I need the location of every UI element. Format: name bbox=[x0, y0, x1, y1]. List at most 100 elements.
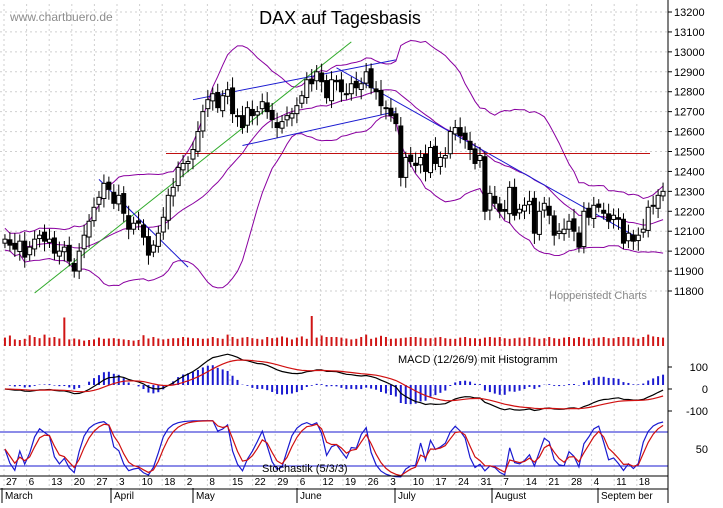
x-day-label: 21 bbox=[548, 477, 560, 488]
candle-body bbox=[373, 88, 379, 93]
candle-body bbox=[235, 115, 241, 118]
candle-body bbox=[284, 115, 290, 121]
y-tick-label: 11800 bbox=[674, 286, 704, 298]
candle-body bbox=[338, 79, 344, 93]
candle-body bbox=[86, 220, 92, 238]
x-day-label: 27 bbox=[96, 477, 108, 488]
x-day-label: 18 bbox=[639, 477, 651, 488]
x-month-label: August bbox=[495, 491, 526, 502]
y-tick-label: 13000 bbox=[674, 47, 705, 59]
candle-body bbox=[333, 79, 339, 83]
candle-body bbox=[165, 194, 171, 221]
candle-body bbox=[12, 242, 18, 250]
candle-body bbox=[348, 83, 354, 95]
candle-body bbox=[517, 208, 523, 214]
candle-body bbox=[640, 228, 646, 233]
candle-body bbox=[388, 107, 394, 117]
stoch-d-line bbox=[4, 420, 664, 477]
candle-body bbox=[442, 154, 448, 159]
candle-body bbox=[2, 238, 8, 244]
candle-body bbox=[502, 208, 508, 212]
candle-body bbox=[244, 107, 250, 126]
x-month-label: June bbox=[300, 491, 322, 502]
candle-body bbox=[175, 166, 181, 187]
candle-body bbox=[368, 68, 374, 89]
candle-body bbox=[32, 238, 38, 250]
axes: 1180011900120001210012200123001240012500… bbox=[0, 0, 708, 503]
x-day-label: 3 bbox=[119, 477, 125, 488]
y-tick-label: 12000 bbox=[674, 246, 705, 258]
x-day-label: 14 bbox=[526, 477, 538, 488]
y-tick-label: 12700 bbox=[674, 107, 705, 119]
candle-body bbox=[343, 93, 349, 96]
candle-body bbox=[625, 232, 631, 242]
candle-body bbox=[561, 228, 567, 235]
candle-body bbox=[363, 71, 369, 84]
candle-body bbox=[66, 244, 72, 262]
candle-body bbox=[17, 240, 23, 253]
candle-body bbox=[462, 132, 468, 141]
candle-body bbox=[467, 140, 473, 151]
candle-body bbox=[596, 203, 602, 208]
candle-body bbox=[309, 78, 315, 85]
chart-labels: www.chartbuero.de DAX auf Tagesbasis Hop… bbox=[9, 8, 647, 475]
y-tick-label: 11900 bbox=[674, 266, 704, 278]
candle-body bbox=[106, 181, 112, 190]
candle-body bbox=[195, 131, 201, 152]
candle-body bbox=[160, 216, 166, 233]
y-tick-label: 12200 bbox=[674, 206, 705, 218]
candle-body bbox=[630, 234, 636, 242]
candle-body bbox=[155, 232, 161, 247]
candle-body bbox=[56, 250, 62, 257]
candle-body bbox=[432, 145, 438, 164]
candle-body bbox=[586, 207, 592, 218]
candle-body bbox=[452, 127, 458, 135]
candle-body bbox=[42, 231, 48, 242]
candle-body bbox=[512, 186, 518, 216]
candle-body bbox=[650, 204, 656, 207]
macd-panel bbox=[4, 353, 665, 412]
candle-body bbox=[526, 200, 532, 206]
candle-body bbox=[487, 192, 493, 211]
candle-body bbox=[304, 79, 310, 98]
candlestick-series bbox=[2, 63, 666, 280]
x-day-label: 29 bbox=[277, 477, 289, 488]
candle-body bbox=[447, 131, 453, 155]
candle-body bbox=[403, 156, 409, 178]
candle-body bbox=[126, 215, 132, 230]
candle-body bbox=[299, 95, 305, 104]
candle-body bbox=[546, 205, 552, 216]
candle-body bbox=[185, 160, 191, 164]
candle-body bbox=[264, 102, 270, 113]
candle-body bbox=[437, 156, 443, 167]
candle-body bbox=[46, 238, 52, 243]
candle-body bbox=[423, 153, 429, 172]
stoch-k-line bbox=[4, 420, 664, 478]
candle-body bbox=[536, 210, 542, 235]
chart-title: DAX auf Tagesbasis bbox=[259, 8, 421, 28]
candle-body bbox=[522, 204, 528, 212]
x-day-label: 19 bbox=[345, 477, 357, 488]
candle-body bbox=[541, 202, 547, 211]
candle-body bbox=[170, 186, 176, 197]
middle-band bbox=[4, 89, 664, 249]
candle-body bbox=[418, 156, 424, 166]
macd-y-tick-label: 100 bbox=[690, 362, 708, 374]
candle-body bbox=[635, 234, 641, 242]
candle-body bbox=[274, 122, 280, 129]
candle-body bbox=[131, 222, 137, 230]
x-day-label: 11 bbox=[616, 477, 627, 488]
candle-body bbox=[91, 206, 97, 222]
y-tick-label: 13100 bbox=[674, 27, 705, 39]
candle-body bbox=[591, 204, 597, 219]
candle-body bbox=[76, 250, 82, 272]
candle-body bbox=[200, 111, 206, 132]
upper-band bbox=[4, 39, 664, 234]
bollinger-bands bbox=[4, 39, 664, 289]
candle-body bbox=[383, 107, 389, 110]
x-day-label: 6 bbox=[29, 477, 35, 488]
candle-body bbox=[398, 125, 404, 178]
macd-label: MACD (12/26/9) mit Histogramm bbox=[398, 354, 558, 366]
